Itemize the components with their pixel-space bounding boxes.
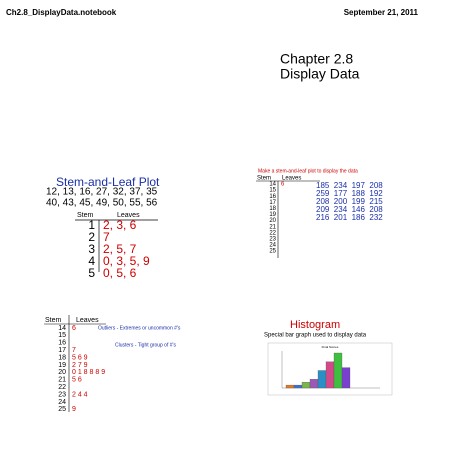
leaves: 0, 5, 6 [103, 266, 137, 280]
stem: 21 [58, 377, 66, 384]
leaves: 0 1 8 8 8 9 [72, 369, 105, 376]
file-name: Ch2.8_DisplayData.notebook [6, 8, 117, 17]
histogram-bar [309, 379, 319, 389]
stem: 15 [269, 188, 276, 194]
stem: 23 [58, 391, 66, 398]
stem: 16 [58, 340, 66, 347]
stem: 25 [58, 406, 66, 413]
histogram-bar [341, 367, 351, 389]
histogram-bar [301, 382, 311, 389]
stem: 25 [269, 249, 276, 255]
data-line: 12, 13, 16, 27, 32, 37, 35 [46, 187, 158, 198]
stem-header: Stem [77, 212, 94, 219]
stem: 18 [269, 206, 276, 212]
date: September 21, 2011 [344, 8, 419, 17]
histogram-bar [333, 352, 343, 389]
histogram-bar [285, 384, 295, 389]
histogram-bar [293, 384, 303, 389]
stem: 16 [269, 194, 276, 200]
intro-title: Stem-and-Leaf Plot [56, 175, 160, 189]
histogram-bar [317, 370, 327, 389]
stem: 5 [88, 266, 95, 280]
leaves-header: Leaves [117, 212, 140, 219]
stem: 23 [269, 236, 276, 242]
leaves: 7 [103, 230, 110, 244]
stem: 15 [58, 332, 66, 339]
stem: 24 [58, 399, 66, 406]
outliers-note: Outliers - Extremes or uncommon #'s [98, 325, 181, 331]
leaves: 7 [72, 347, 76, 354]
stem: 21 [269, 224, 276, 230]
data-row: 209 234 146 208 [316, 205, 383, 214]
data-row: 216 201 186 232 [316, 213, 383, 222]
instruction: Make a stem-and-leaf plot to display the… [258, 168, 358, 174]
stem: 22 [58, 384, 66, 391]
leaves-header: Leaves [76, 317, 99, 324]
leaves: 6 [72, 325, 76, 332]
stem: 4 [88, 254, 95, 268]
leaves: 5 6 [72, 377, 82, 384]
leaves: 2, 3, 6 [103, 218, 137, 232]
stem: 18 [58, 354, 66, 361]
stem: 2 [88, 230, 95, 244]
stem: 14 [269, 182, 276, 188]
leaves: 9 [72, 406, 76, 413]
chapter-subtitle: Display Data [280, 66, 360, 82]
chapter-title: Chapter 2.8 [280, 51, 353, 67]
clusters-note: Clusters - Tight group of #'s [115, 342, 176, 348]
stem: 17 [58, 347, 66, 354]
leaves: 5 6 9 [72, 354, 88, 361]
data-row: 259 177 188 192 [316, 189, 383, 198]
stem: 14 [58, 325, 66, 332]
histogram-title: Histogram [290, 319, 340, 331]
stem: 22 [269, 230, 276, 236]
stem: 19 [269, 212, 276, 218]
leaves-header: Leaves [282, 176, 301, 182]
stem-header: Stem [257, 176, 271, 182]
stem: 17 [269, 200, 276, 206]
histogram-chart-title: Final Scores [322, 345, 339, 349]
histogram-bar [325, 361, 335, 389]
data-row: 208 200 199 215 [316, 197, 383, 206]
stem-header: Stem [45, 317, 62, 324]
stem: 1 [88, 218, 95, 232]
stem: 19 [58, 362, 66, 369]
stem: 20 [58, 369, 66, 376]
data-row: 185 234 197 208 [316, 181, 383, 190]
stem: 3 [88, 242, 95, 256]
leaves: 2, 5, 7 [103, 242, 137, 256]
stem: 24 [269, 243, 276, 249]
leaf: 6 [281, 182, 285, 188]
leaves: 2 4 4 [72, 391, 88, 398]
histogram-subtitle: Special bar graph used to display data [264, 333, 367, 339]
data-line: 40, 43, 45, 49, 50, 55, 56 [46, 198, 158, 209]
leaves: 2 7 9 [72, 362, 88, 369]
stem: 20 [269, 218, 276, 224]
leaves: 0, 3, 5, 9 [103, 254, 150, 268]
